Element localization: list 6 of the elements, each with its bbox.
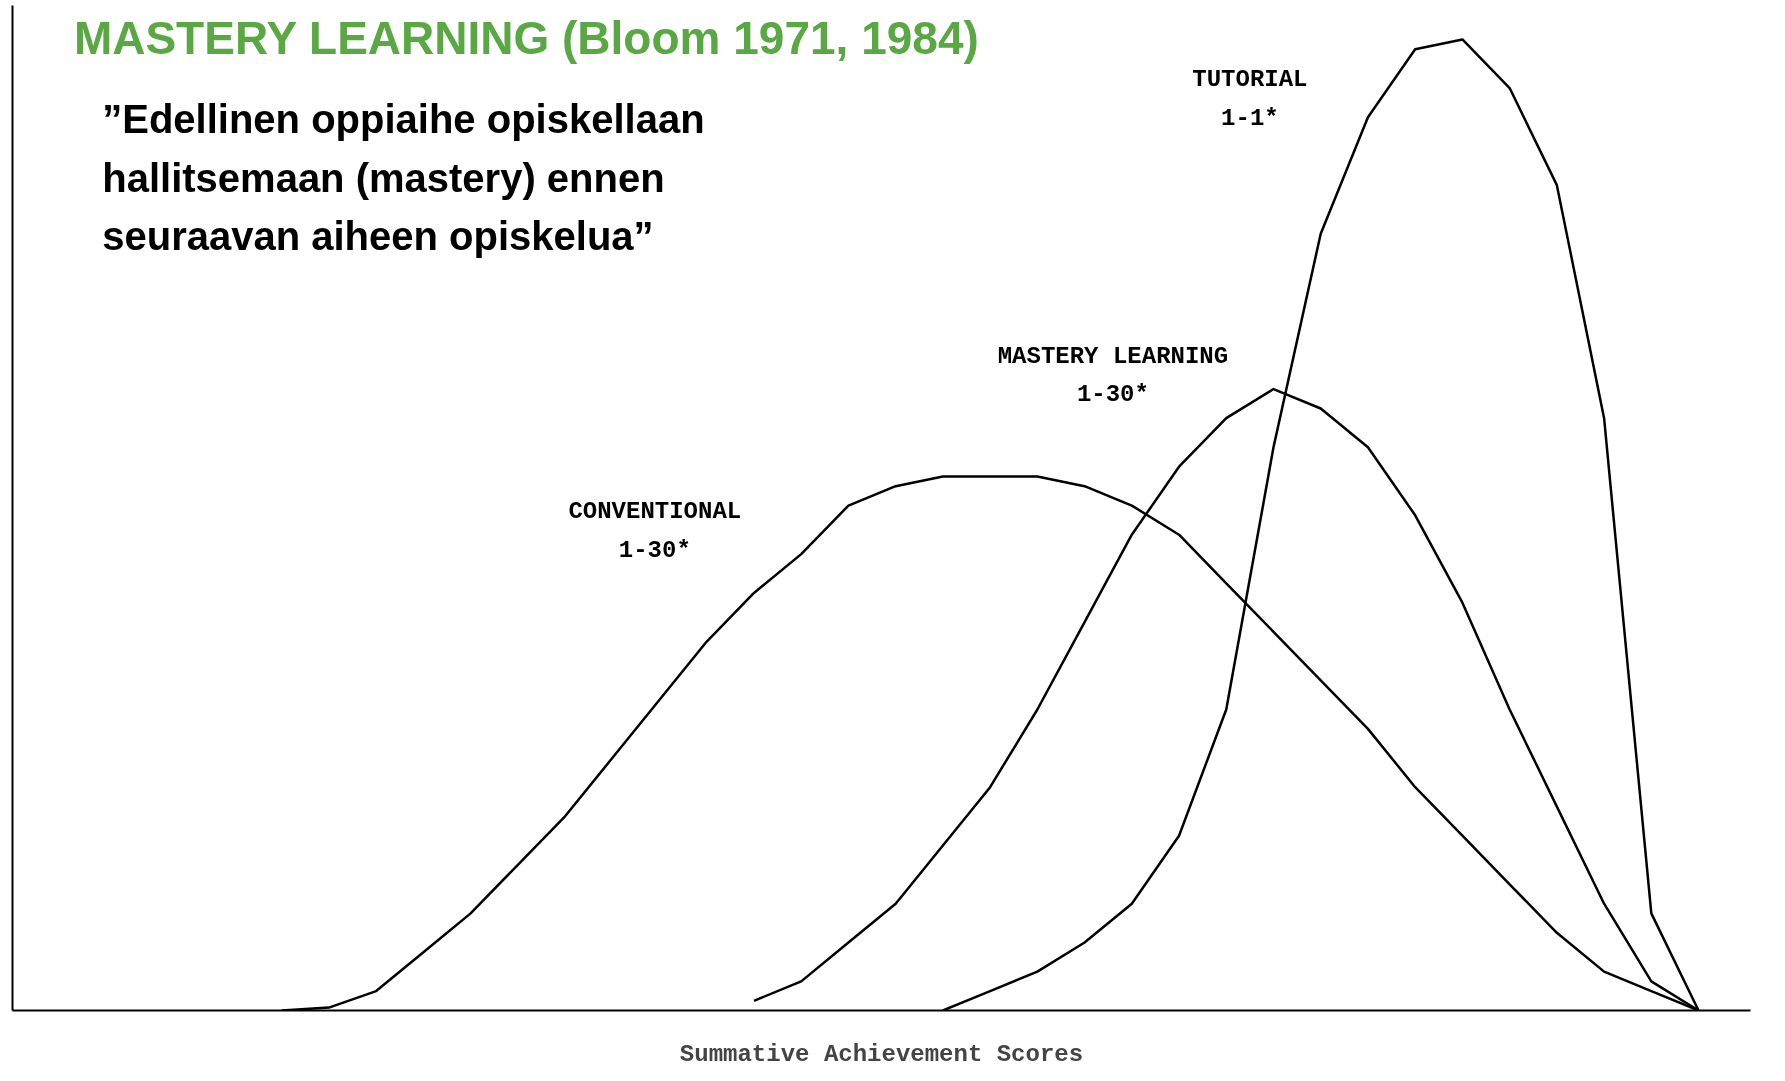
x-axis-title: Summative Achievement Scores <box>679 1040 1084 1068</box>
text: TUTORIAL 1-1* <box>1192 65 1308 132</box>
series-label: MASTERY LEARNING 1-30* <box>997 342 1229 409</box>
text: ”Edellinen oppiaihe opiskellaan hallitsemaan (mastery) ennen seuraavan aiheen opiskelua” <box>102 97 705 258</box>
series-label: CONVENTIONAL 1-30* <box>568 497 742 564</box>
chart-title: MASTERY LEARNING (Bloom 1971, 1984) <box>73 11 979 64</box>
